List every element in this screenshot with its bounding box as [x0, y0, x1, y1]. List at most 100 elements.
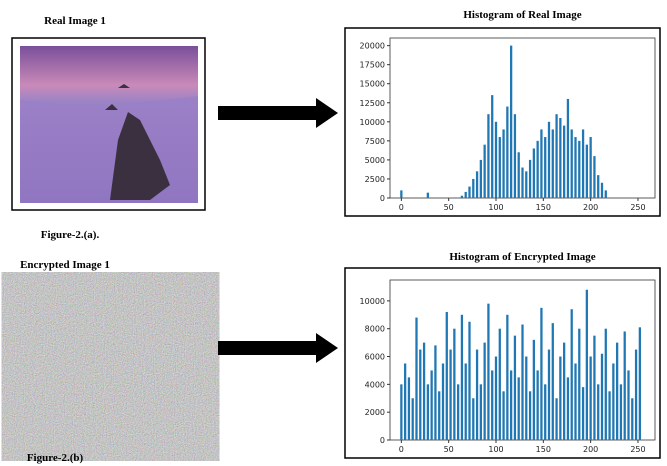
bar — [491, 370, 493, 440]
bar — [468, 187, 470, 198]
bar — [518, 377, 520, 440]
bar — [620, 384, 622, 440]
bar — [499, 329, 501, 440]
y-tick-label: 12500 — [360, 99, 385, 108]
bar — [567, 99, 569, 198]
y-tick-label: 0 — [380, 194, 385, 203]
x-tick-label: 50 — [444, 445, 454, 454]
bar — [510, 46, 512, 198]
x-tick-label: 100 — [488, 445, 503, 454]
x-tick-label: 200 — [583, 203, 598, 212]
bar — [563, 126, 565, 198]
image-label: Real Image 1 — [44, 15, 106, 27]
arrow-head — [316, 98, 338, 128]
bar — [495, 357, 497, 440]
bar — [555, 398, 557, 440]
bar — [616, 343, 618, 440]
bar — [472, 179, 474, 198]
bar — [544, 137, 546, 198]
bar — [423, 343, 425, 440]
bar — [506, 315, 508, 440]
bar — [484, 145, 486, 198]
bar — [548, 122, 550, 198]
bar — [533, 148, 535, 198]
bar — [468, 322, 470, 440]
bar — [427, 384, 429, 440]
x-tick-label: 250 — [630, 203, 645, 212]
bar — [548, 350, 550, 440]
bar — [597, 384, 599, 440]
bar — [521, 325, 523, 440]
bar — [605, 329, 607, 440]
bar — [563, 343, 565, 440]
bar — [434, 345, 436, 440]
x-tick-label: 250 — [630, 445, 645, 454]
bar — [442, 363, 444, 440]
bar — [529, 160, 531, 198]
caption: Figure-2.(b) — [27, 452, 84, 464]
bar — [419, 350, 421, 440]
bar — [525, 171, 527, 198]
bar — [544, 384, 546, 440]
real-image — [20, 46, 198, 203]
bar — [400, 190, 402, 198]
y-tick-label: 15000 — [360, 80, 385, 89]
bar — [404, 363, 406, 440]
bar — [597, 175, 599, 198]
chart-title: Histogram of Real Image — [463, 9, 581, 21]
image-label: Encrypted Image 1 — [20, 259, 110, 271]
bar — [571, 129, 573, 198]
bar — [491, 95, 493, 198]
bar — [514, 336, 516, 440]
y-tick-label: 7500 — [365, 137, 385, 146]
bar — [476, 171, 478, 198]
bar — [438, 391, 440, 440]
y-tick-label: 10000 — [360, 297, 385, 306]
bar — [537, 370, 539, 440]
bar — [631, 398, 633, 440]
x-tick-label: 150 — [536, 203, 551, 212]
bar — [612, 363, 614, 440]
x-tick-label: 200 — [583, 445, 598, 454]
bar — [476, 350, 478, 440]
bar — [415, 318, 417, 440]
bar — [593, 156, 595, 198]
bar — [582, 387, 584, 440]
bar — [446, 312, 448, 440]
bar — [427, 193, 429, 198]
bar — [582, 129, 584, 198]
x-tick-label: 50 — [444, 203, 454, 212]
bar — [537, 141, 539, 198]
bar — [540, 129, 542, 198]
y-tick-label: 8000 — [365, 325, 385, 334]
bar — [574, 137, 576, 198]
bar — [484, 343, 486, 440]
bar — [480, 384, 482, 440]
y-tick-label: 6000 — [365, 353, 385, 362]
y-tick-label: 4000 — [365, 380, 385, 389]
x-tick-label: 0 — [399, 445, 404, 454]
y-tick-label: 10000 — [360, 118, 385, 127]
bar — [431, 370, 433, 440]
bar — [608, 391, 610, 440]
bar — [453, 329, 455, 440]
arrow — [218, 341, 318, 355]
bar — [529, 391, 531, 440]
bar — [533, 340, 535, 440]
y-tick-label: 5000 — [365, 156, 385, 165]
bar — [601, 183, 603, 198]
bar — [639, 327, 641, 440]
bar — [400, 384, 402, 440]
bar — [552, 323, 554, 440]
x-tick-label: 0 — [399, 203, 404, 212]
bar — [552, 129, 554, 198]
bar — [574, 363, 576, 440]
bar — [627, 370, 629, 440]
bar — [571, 309, 573, 440]
x-tick-label: 150 — [536, 445, 551, 454]
figure: Real Image 1 Figure-2.(a). Encrypted Ima… — [0, 0, 667, 466]
bar — [412, 398, 414, 440]
bar — [540, 308, 542, 440]
bar — [480, 160, 482, 198]
bar — [495, 122, 497, 198]
